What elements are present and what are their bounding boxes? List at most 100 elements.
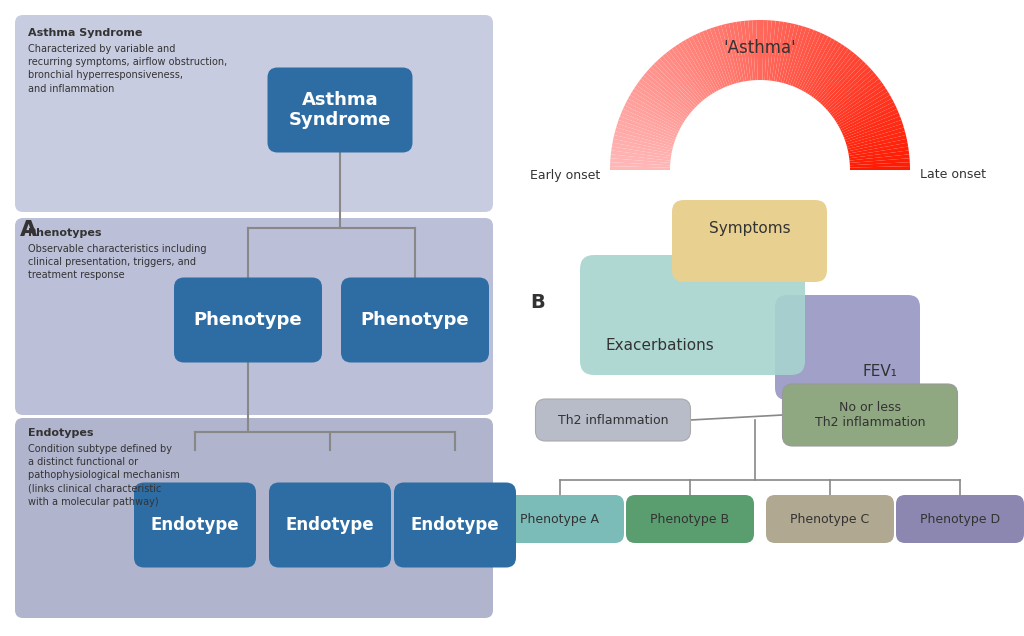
- Polygon shape: [630, 92, 683, 125]
- Text: Characterized by variable and
recurring symptoms, airflow obstruction,
bronchial: Characterized by variable and recurring …: [28, 44, 227, 93]
- FancyBboxPatch shape: [782, 384, 957, 446]
- Polygon shape: [829, 76, 879, 115]
- Polygon shape: [849, 151, 909, 161]
- FancyBboxPatch shape: [580, 255, 805, 375]
- Polygon shape: [729, 22, 743, 82]
- Polygon shape: [850, 162, 910, 168]
- Text: Phenotype: Phenotype: [194, 311, 302, 329]
- Polygon shape: [801, 36, 831, 91]
- Polygon shape: [847, 131, 906, 149]
- Polygon shape: [803, 38, 835, 92]
- Polygon shape: [848, 135, 906, 151]
- FancyBboxPatch shape: [269, 483, 391, 567]
- Text: Phenotype: Phenotype: [360, 311, 469, 329]
- FancyBboxPatch shape: [174, 277, 322, 363]
- Polygon shape: [610, 158, 671, 165]
- FancyBboxPatch shape: [267, 67, 413, 153]
- Polygon shape: [785, 26, 806, 85]
- Polygon shape: [627, 99, 681, 129]
- Polygon shape: [756, 20, 760, 80]
- Polygon shape: [620, 113, 677, 138]
- Polygon shape: [675, 44, 711, 96]
- Text: Asthma Syndrome: Asthma Syndrome: [28, 28, 142, 38]
- Polygon shape: [811, 46, 848, 97]
- Polygon shape: [844, 116, 901, 140]
- FancyBboxPatch shape: [394, 483, 516, 567]
- Polygon shape: [767, 20, 775, 81]
- Text: Phenotype B: Phenotype B: [650, 513, 729, 525]
- Text: Early onset: Early onset: [529, 169, 600, 181]
- Polygon shape: [654, 61, 698, 106]
- Polygon shape: [837, 92, 890, 125]
- Polygon shape: [611, 146, 671, 158]
- Text: Symptoms: Symptoms: [709, 221, 791, 235]
- Polygon shape: [695, 33, 723, 89]
- Text: Endotype: Endotype: [151, 516, 240, 534]
- Text: Endotypes: Endotypes: [28, 428, 93, 438]
- Polygon shape: [669, 48, 708, 99]
- Polygon shape: [825, 67, 871, 110]
- Text: Th2 inflammation: Th2 inflammation: [558, 413, 669, 427]
- Polygon shape: [623, 106, 679, 134]
- Polygon shape: [842, 106, 897, 134]
- Polygon shape: [846, 123, 904, 144]
- Polygon shape: [783, 25, 803, 84]
- Polygon shape: [699, 31, 726, 88]
- FancyBboxPatch shape: [341, 277, 489, 363]
- Polygon shape: [659, 56, 701, 103]
- Polygon shape: [849, 146, 908, 158]
- Polygon shape: [666, 51, 706, 100]
- Polygon shape: [736, 21, 749, 81]
- Polygon shape: [765, 20, 772, 80]
- Polygon shape: [725, 24, 741, 83]
- Polygon shape: [718, 25, 736, 84]
- Polygon shape: [835, 85, 886, 121]
- Polygon shape: [776, 22, 792, 82]
- Polygon shape: [732, 22, 745, 81]
- Polygon shape: [848, 139, 907, 154]
- Polygon shape: [616, 123, 675, 144]
- Text: Observable characteristics including
clinical presentation, triggers, and
treatm: Observable characteristics including cli…: [28, 244, 207, 280]
- Text: Endotype: Endotype: [411, 516, 500, 534]
- Polygon shape: [710, 27, 732, 85]
- Polygon shape: [643, 73, 691, 113]
- Polygon shape: [849, 142, 908, 156]
- Polygon shape: [845, 120, 903, 142]
- Polygon shape: [610, 155, 671, 163]
- Polygon shape: [612, 139, 672, 154]
- Text: Phenotype A: Phenotype A: [520, 513, 599, 525]
- Polygon shape: [805, 40, 839, 93]
- Polygon shape: [740, 21, 751, 81]
- Polygon shape: [707, 29, 730, 86]
- Polygon shape: [749, 20, 756, 80]
- Polygon shape: [828, 73, 877, 113]
- Polygon shape: [612, 142, 672, 156]
- FancyBboxPatch shape: [496, 495, 624, 543]
- Text: Phenotype D: Phenotype D: [920, 513, 1000, 525]
- Polygon shape: [721, 24, 739, 83]
- Polygon shape: [685, 38, 717, 92]
- Polygon shape: [850, 166, 910, 170]
- Polygon shape: [787, 27, 810, 85]
- Polygon shape: [839, 99, 894, 129]
- Polygon shape: [636, 82, 687, 119]
- Polygon shape: [820, 59, 863, 105]
- FancyBboxPatch shape: [896, 495, 1024, 543]
- Polygon shape: [772, 21, 783, 81]
- FancyBboxPatch shape: [766, 495, 894, 543]
- Polygon shape: [846, 127, 905, 147]
- Polygon shape: [850, 155, 909, 163]
- FancyBboxPatch shape: [672, 200, 827, 282]
- FancyBboxPatch shape: [15, 15, 493, 212]
- Text: Exacerbations: Exacerbations: [605, 338, 715, 352]
- Polygon shape: [762, 20, 768, 80]
- Polygon shape: [793, 30, 817, 87]
- Polygon shape: [651, 64, 696, 108]
- Polygon shape: [634, 85, 686, 121]
- FancyBboxPatch shape: [15, 418, 493, 618]
- Polygon shape: [663, 53, 703, 102]
- Text: 'Asthma': 'Asthma': [724, 39, 797, 57]
- Polygon shape: [760, 20, 764, 80]
- Text: Late onset: Late onset: [920, 169, 986, 181]
- Polygon shape: [714, 26, 734, 85]
